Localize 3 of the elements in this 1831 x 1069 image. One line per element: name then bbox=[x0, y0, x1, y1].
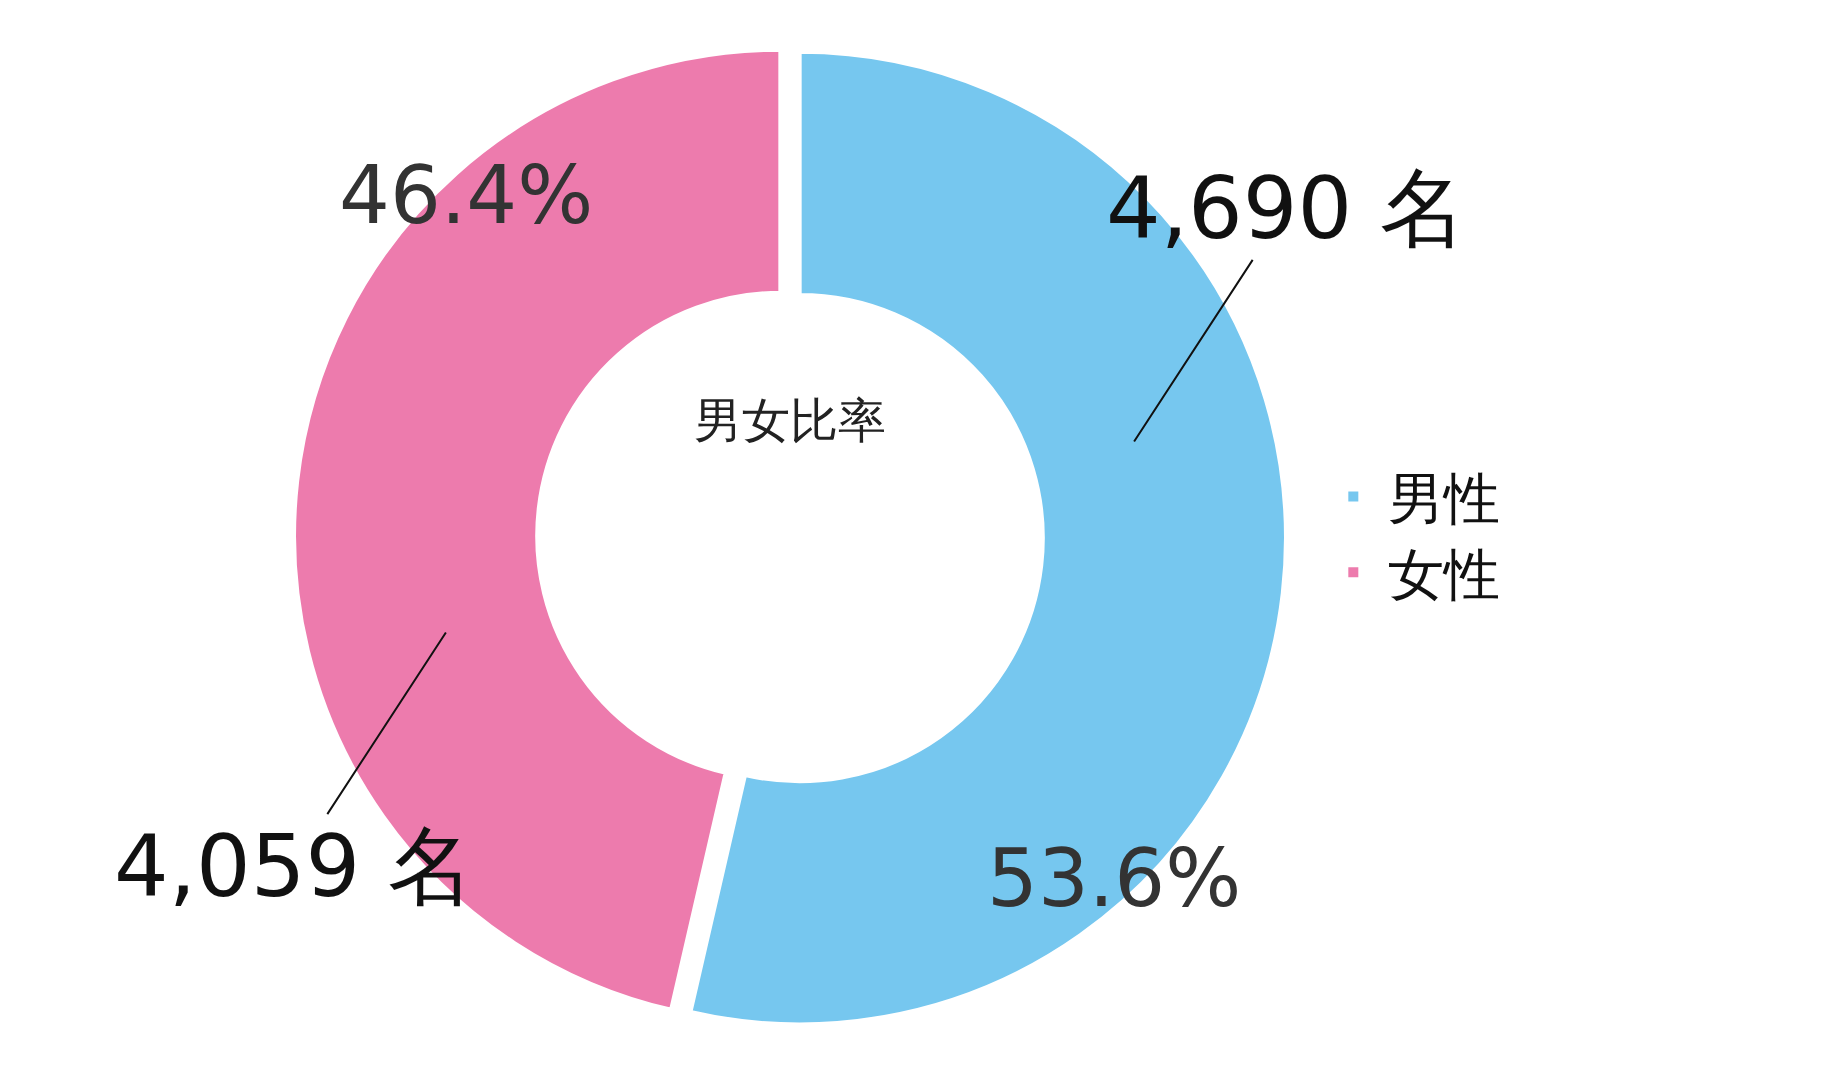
legend-label: 男性 bbox=[1388, 466, 1501, 532]
text: 男女比率 bbox=[694, 391, 886, 448]
legend-label: 女性 bbox=[1388, 542, 1501, 608]
